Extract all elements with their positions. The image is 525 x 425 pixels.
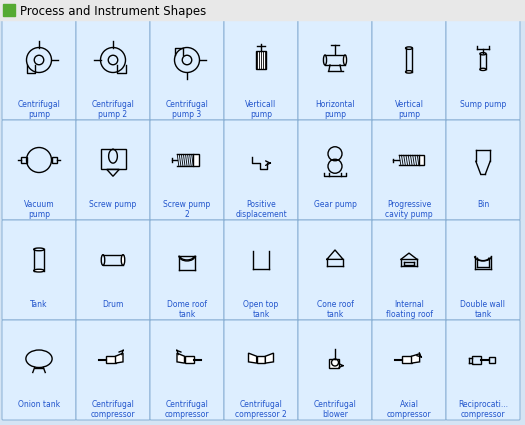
FancyBboxPatch shape	[76, 220, 150, 320]
Polygon shape	[265, 353, 274, 363]
Text: Axial
compressor: Axial compressor	[387, 400, 432, 419]
FancyBboxPatch shape	[446, 20, 520, 120]
FancyBboxPatch shape	[224, 320, 298, 420]
FancyBboxPatch shape	[446, 120, 520, 220]
Bar	[100, 149, 125, 170]
FancyBboxPatch shape	[446, 320, 520, 420]
FancyBboxPatch shape	[150, 320, 224, 420]
Text: Centrifugal
pump: Centrifugal pump	[17, 100, 60, 119]
Ellipse shape	[480, 68, 486, 71]
Text: Positive
displacement: Positive displacement	[235, 200, 287, 219]
Text: Internal
floating roof: Internal floating roof	[385, 300, 433, 320]
Text: Drum: Drum	[102, 300, 124, 309]
Text: Open top
tank: Open top tank	[244, 300, 279, 320]
Text: Centrifugal
compressor: Centrifugal compressor	[165, 400, 209, 419]
Polygon shape	[412, 354, 419, 363]
Polygon shape	[177, 353, 184, 363]
Polygon shape	[248, 353, 257, 363]
Ellipse shape	[405, 71, 413, 73]
Bar	[193, 154, 199, 166]
FancyBboxPatch shape	[2, 220, 76, 320]
Text: Centrifugal
pump 3: Centrifugal pump 3	[165, 100, 208, 119]
Text: Vertical
pump: Vertical pump	[394, 100, 424, 119]
FancyBboxPatch shape	[150, 20, 224, 120]
FancyBboxPatch shape	[372, 120, 446, 220]
Bar	[257, 356, 265, 363]
Text: Process and Instrument Shapes: Process and Instrument Shapes	[20, 5, 206, 17]
Bar	[0, 0, 525, 20]
FancyBboxPatch shape	[76, 320, 150, 420]
Bar	[3, 4, 15, 16]
FancyBboxPatch shape	[76, 120, 150, 220]
FancyBboxPatch shape	[224, 120, 298, 220]
Text: Screw pump: Screw pump	[89, 200, 136, 209]
Text: Vacuum
pump: Vacuum pump	[24, 200, 54, 219]
FancyBboxPatch shape	[2, 320, 76, 420]
Ellipse shape	[343, 55, 346, 65]
FancyBboxPatch shape	[224, 220, 298, 320]
Bar	[329, 359, 339, 368]
FancyBboxPatch shape	[298, 120, 372, 220]
FancyBboxPatch shape	[224, 20, 298, 120]
Polygon shape	[116, 353, 123, 363]
Text: Verticall
pump: Verticall pump	[245, 100, 277, 119]
FancyBboxPatch shape	[2, 120, 76, 220]
Text: Bin: Bin	[477, 200, 489, 209]
Text: Centrifugal
compressor 2: Centrifugal compressor 2	[235, 400, 287, 419]
FancyBboxPatch shape	[446, 220, 520, 320]
FancyBboxPatch shape	[76, 20, 150, 120]
FancyBboxPatch shape	[298, 20, 372, 120]
Text: Onion tank: Onion tank	[18, 400, 60, 409]
Bar	[402, 356, 412, 363]
FancyBboxPatch shape	[2, 20, 76, 120]
Bar	[106, 356, 116, 363]
Text: Gear pump: Gear pump	[313, 200, 356, 209]
Bar	[256, 51, 266, 69]
Bar	[21, 157, 26, 163]
Ellipse shape	[121, 255, 125, 265]
Text: Sump pump: Sump pump	[460, 100, 506, 109]
FancyBboxPatch shape	[372, 20, 446, 120]
Text: Centrifugal
compressor: Centrifugal compressor	[91, 400, 135, 419]
Text: Centrifugal
pump 2: Centrifugal pump 2	[91, 100, 134, 119]
Bar	[184, 356, 194, 363]
FancyBboxPatch shape	[298, 220, 372, 320]
FancyBboxPatch shape	[372, 220, 446, 320]
Text: Horizontal
pump: Horizontal pump	[315, 100, 355, 119]
Bar	[489, 357, 495, 363]
Bar	[419, 155, 424, 165]
FancyBboxPatch shape	[150, 220, 224, 320]
Text: Reciprocati...
compressor: Reciprocati... compressor	[458, 400, 508, 419]
Text: Tank: Tank	[30, 300, 48, 309]
FancyBboxPatch shape	[150, 120, 224, 220]
Bar	[51, 157, 57, 163]
Ellipse shape	[34, 269, 44, 272]
Text: Cone roof
tank: Cone roof tank	[317, 300, 353, 320]
Text: Double wall
tank: Double wall tank	[460, 300, 506, 320]
Bar	[472, 356, 481, 364]
FancyBboxPatch shape	[372, 320, 446, 420]
Text: Centrifugal
blower: Centrifugal blower	[313, 400, 356, 419]
FancyBboxPatch shape	[298, 320, 372, 420]
Text: Dome roof
tank: Dome roof tank	[167, 300, 207, 320]
Text: Screw pump
2: Screw pump 2	[163, 200, 211, 219]
Text: Progressive
cavity pump: Progressive cavity pump	[385, 200, 433, 219]
